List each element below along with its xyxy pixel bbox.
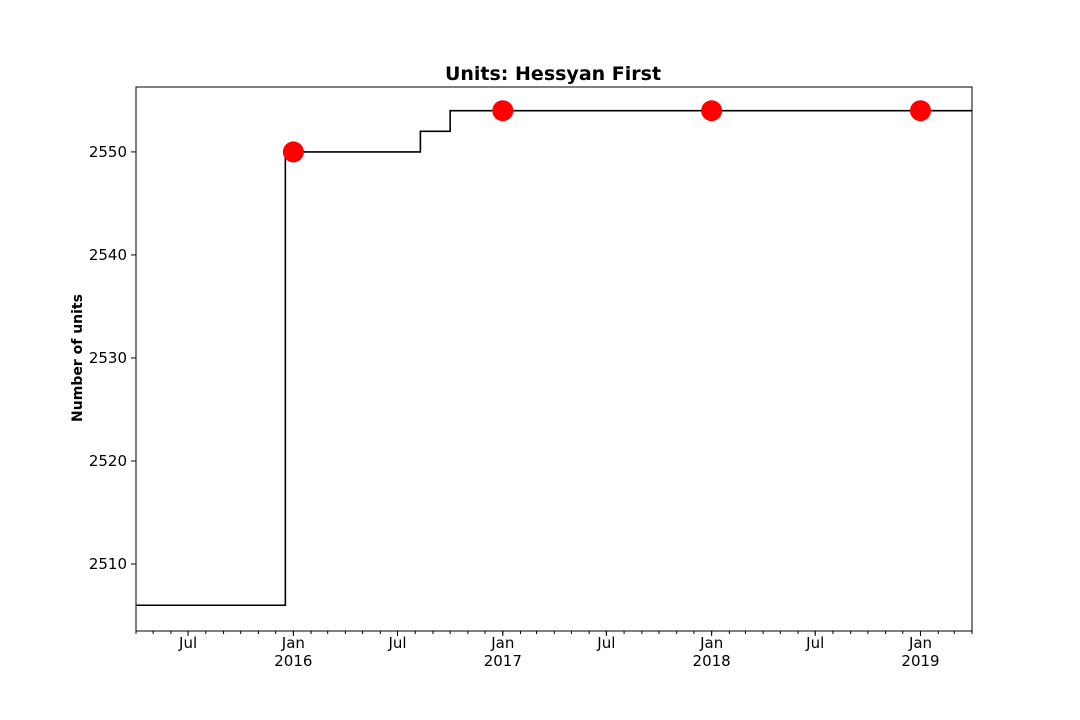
y-tick-label: 2530 — [89, 349, 127, 367]
x-tick-year-label: 2017 — [484, 652, 522, 670]
x-tick-label: Jan — [699, 634, 723, 652]
data-point-marker — [701, 100, 723, 122]
data-point-marker — [492, 100, 514, 122]
y-tick-label: 2540 — [89, 246, 127, 264]
y-axis: 2510 2520 2530 2540 2550 — [89, 143, 136, 573]
x-tick-year-label: 2019 — [901, 652, 939, 670]
x-tick-label: Jan — [281, 634, 305, 652]
x-tick-year-label: 2018 — [693, 652, 731, 670]
x-tick-label: Jul — [178, 634, 197, 652]
x-tick-label: Jul — [596, 634, 615, 652]
y-tick-label: 2550 — [89, 143, 127, 161]
data-point-marker — [282, 141, 304, 163]
chart-title: Units: Hessyan First — [445, 63, 661, 85]
y-axis-label: Number of units — [70, 294, 86, 422]
plot-area — [136, 100, 972, 607]
x-tick-label: Jan — [908, 634, 932, 652]
data-point-marker — [910, 100, 932, 122]
axes-frame — [135, 86, 973, 632]
x-tick-year-label: 2016 — [274, 652, 312, 670]
x-tick-label: Jul — [387, 634, 406, 652]
y-tick-label: 2520 — [89, 452, 127, 470]
x-tick-label: Jan — [490, 634, 514, 652]
step-line — [136, 109, 972, 607]
y-tick-label: 2510 — [89, 555, 127, 573]
x-tick-label: Jul — [805, 634, 824, 652]
